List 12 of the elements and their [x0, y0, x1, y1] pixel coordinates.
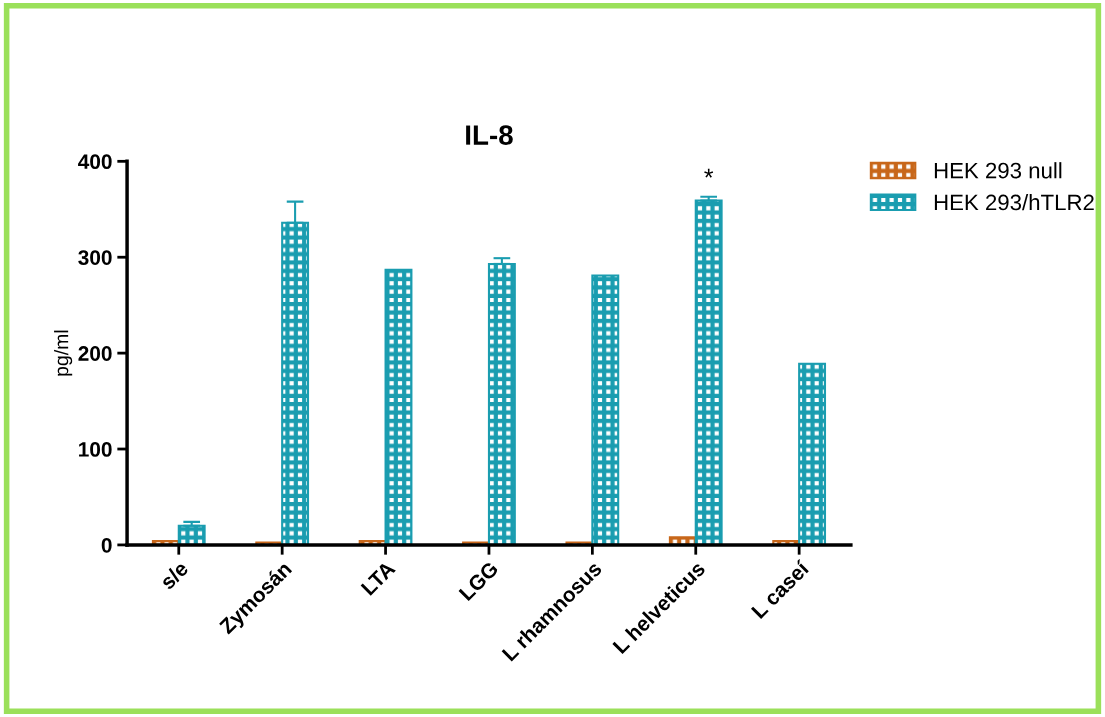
chart-title: IL-8	[466, 125, 513, 145]
y-tick-label: 400	[78, 154, 112, 170]
y-axis-title: pg/ml	[54, 330, 73, 376]
legend-label: HEK 293/hTLR2	[934, 193, 1094, 211]
y-tick-label: 0	[101, 537, 112, 553]
y-tick-label: 300	[78, 250, 112, 266]
annotation: *	[704, 168, 714, 178]
x-tick-label: s/e	[158, 560, 190, 591]
y-tick-label: 100	[79, 442, 112, 457]
y-tick-label: 200	[78, 346, 112, 361]
x-tick-label: LTA	[360, 560, 396, 596]
legend-label: HEK 293 null	[934, 162, 1062, 179]
